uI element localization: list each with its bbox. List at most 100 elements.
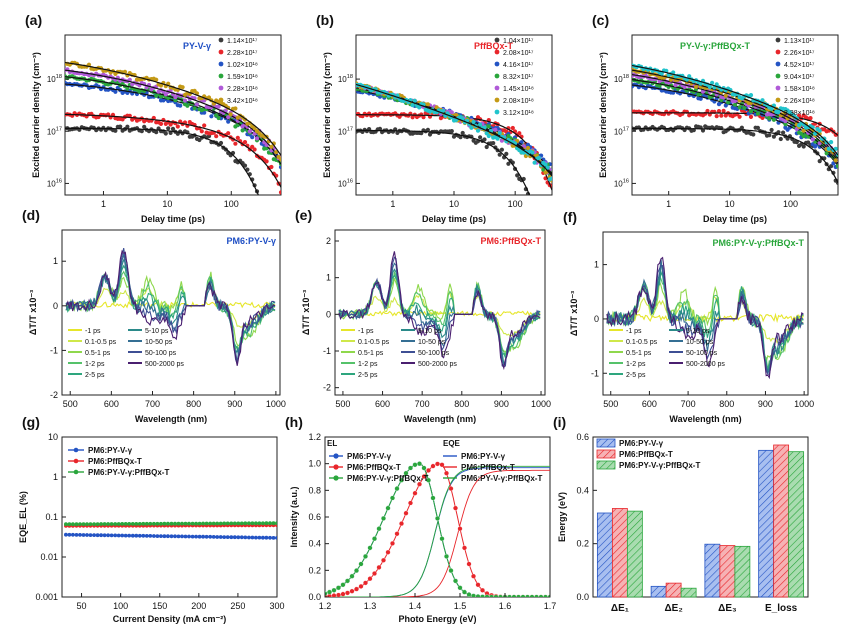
el-point (444, 553, 449, 559)
legend-label: 500-2000 ps (418, 361, 457, 368)
spectrum-line (65, 249, 276, 366)
el-line (325, 463, 550, 597)
legend-marker (775, 73, 781, 79)
data-point (216, 104, 221, 109)
data-point (154, 77, 159, 82)
y-tick-label: 0.8 (308, 485, 321, 495)
chart-title: PM6:PffBQx-T (481, 236, 542, 246)
data-point (458, 135, 463, 140)
x-tick-label: 1000 (794, 399, 814, 409)
legend-label: PM6:PY-V-γ (88, 446, 133, 455)
x-tick-label: 800 (719, 399, 734, 409)
el-point (363, 553, 368, 559)
data-point (716, 109, 722, 114)
data-point (240, 128, 245, 133)
data-point (714, 82, 719, 87)
legend-label: 4.16×10¹⁷ (503, 62, 534, 69)
series-line (65, 534, 277, 539)
chart-d: (d) 500 600 700 800 900 1000 -2 -1 0 1 Wavelength (… (22, 207, 286, 424)
legend-label: 10-50 ps (418, 339, 446, 346)
data-point (113, 128, 118, 133)
plot-area (325, 461, 550, 597)
chart-h: (h) 1.2 1.3 1.4 1.5 1.6 1.7 0.0 0.2 0.4 0.6 0.8 1.0 1… (285, 414, 556, 624)
x-tick-label: 10 (162, 199, 172, 209)
el-point (547, 594, 550, 597)
data-point (180, 85, 185, 90)
legend-label: 3.12×10¹⁸ (503, 110, 534, 117)
legend-marker (775, 49, 781, 55)
legend-label: 2.26×10¹⁸ (784, 98, 815, 105)
el-point (381, 515, 386, 521)
y-tick-label: 0.1 (45, 512, 58, 522)
el-point (453, 578, 458, 584)
y-tick-label: 0 (53, 301, 58, 311)
bar (680, 587, 697, 598)
legend-label: 1-2 ps (626, 361, 646, 368)
chart-g: (g) 50 100 150 200 250 300 0.001 0.01 0.1 1 10 Curre… (18, 414, 285, 624)
el-point (471, 573, 476, 579)
x-tick-label: 1.2 (319, 601, 332, 611)
el-point (484, 594, 490, 597)
legend-label: 0.5-1 ps (626, 350, 652, 357)
legend-label: 2.28×10¹⁷ (227, 50, 258, 57)
legend-label: 1.59×10¹⁸ (227, 74, 258, 81)
legend-label: 2.08×10¹⁷ (503, 50, 534, 57)
x-tick-label: 1 (101, 199, 106, 209)
eqe-line (325, 465, 550, 597)
data-point (478, 122, 483, 127)
legend-label: 10-50 ps (145, 339, 173, 346)
data-point (449, 110, 454, 115)
legend-label: 1.14×10¹⁷ (227, 38, 258, 45)
y-tick-label: 0.4 (576, 485, 589, 495)
fit-line (65, 127, 259, 195)
data-point (254, 136, 260, 141)
data-point (269, 144, 274, 149)
y-axis-label: ΔT/T x10⁻³ (569, 291, 579, 336)
legend-marker (775, 37, 781, 43)
legend-label: 50-100 ps (145, 350, 177, 357)
legend-label: 500-2000 ps (686, 361, 725, 368)
data-point (412, 98, 417, 103)
legend-label: 2.08×10¹⁸ (503, 98, 534, 105)
legend-label: PM6:PY-V-γ (461, 452, 506, 461)
y-tick-label: 0.6 (308, 512, 321, 522)
legend-label: 2-5 ps (626, 372, 646, 379)
el-point (385, 549, 391, 555)
el-point (489, 594, 494, 597)
el-point (480, 587, 485, 593)
el-point (376, 526, 382, 532)
data-point (482, 137, 487, 142)
data-point (497, 152, 502, 157)
data-point (751, 132, 756, 137)
legend-label: -1 ps (626, 328, 642, 335)
data-point (737, 114, 742, 119)
legend-label: 1.02×10¹⁸ (227, 62, 258, 69)
data-point (228, 112, 233, 117)
x-tick-label: 100 (783, 199, 798, 209)
el-point (480, 594, 485, 597)
data-point (698, 81, 703, 86)
data-point (771, 117, 777, 122)
data-point (548, 266, 552, 270)
category-label: ΔE₃ (718, 603, 737, 614)
data-point (173, 95, 178, 100)
eqe-header: EQE (443, 439, 461, 448)
data-point (835, 164, 838, 169)
x-tick-label: 600 (642, 399, 657, 409)
data-point (125, 124, 130, 129)
y-tick-label: 0 (326, 309, 331, 319)
spectrum-line (606, 256, 804, 380)
el-point (399, 477, 404, 483)
chart-title: PM6:PY-V-γ:PffBQx-T (712, 238, 804, 248)
legend-marker (218, 49, 224, 55)
spectrum-line (338, 251, 541, 371)
bar (665, 582, 682, 598)
data-point (260, 204, 264, 208)
data-point (233, 106, 238, 111)
legend-marker (73, 469, 79, 475)
el-point (444, 470, 449, 476)
data-point (539, 225, 543, 229)
data-point (831, 161, 836, 166)
data-point (216, 115, 221, 121)
